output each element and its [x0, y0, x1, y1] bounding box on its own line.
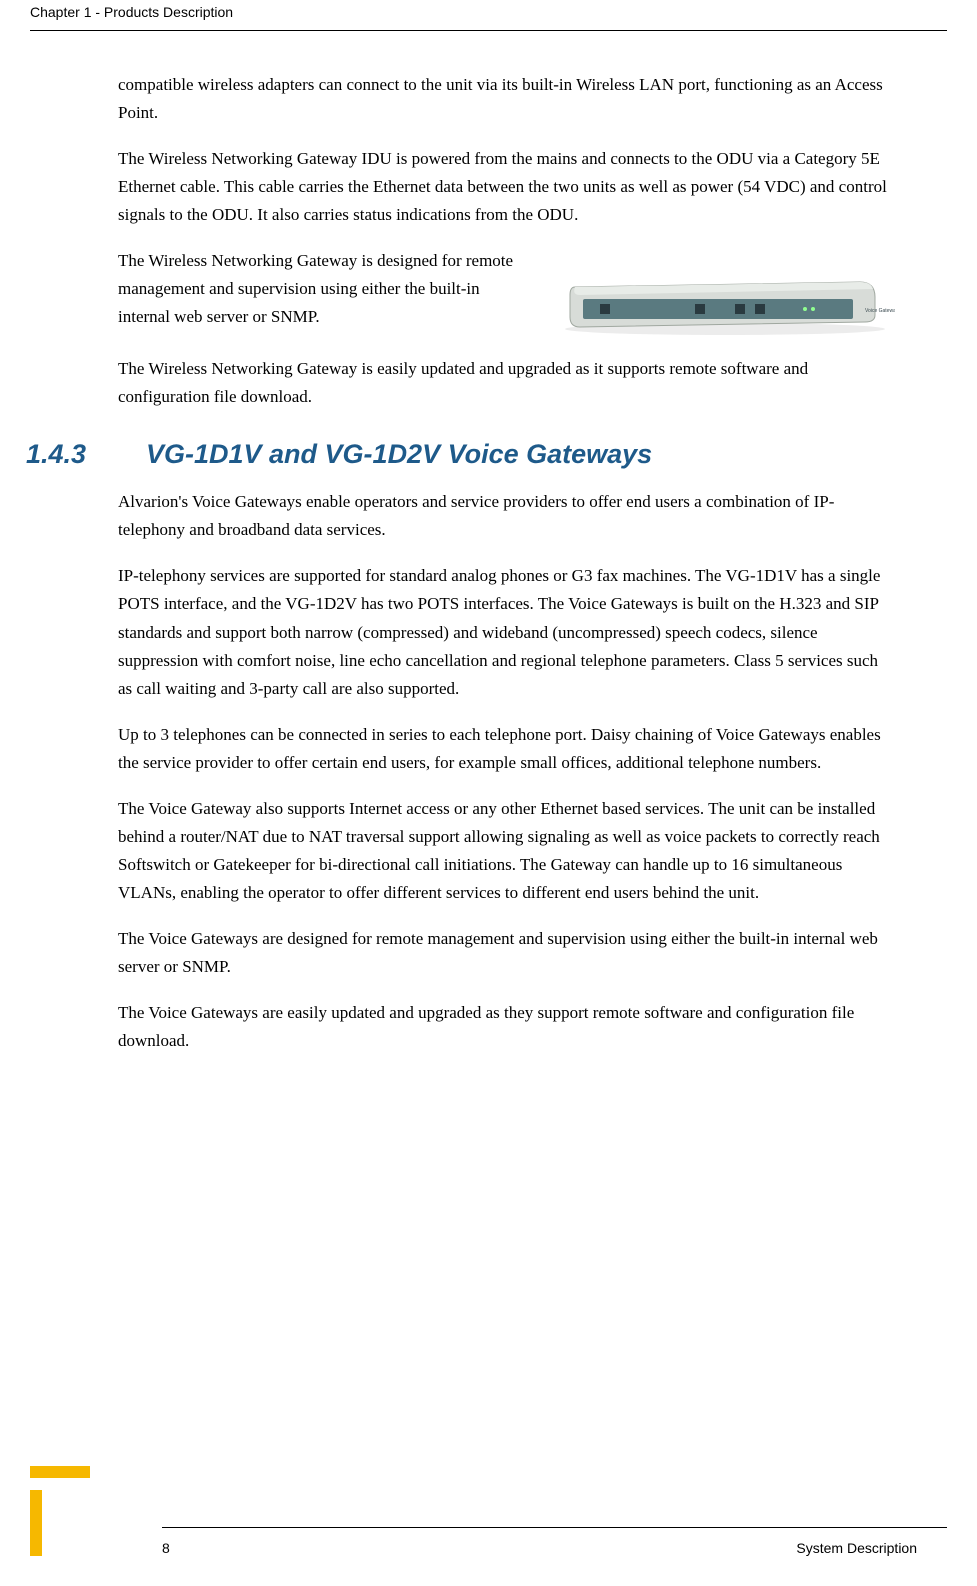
- paragraph-image-row: The Wireless Networking Gateway is desig…: [118, 247, 895, 337]
- section-number: 1.4.3: [26, 439, 106, 470]
- body-paragraph: The Wireless Networking Gateway is desig…: [118, 247, 535, 331]
- footer-label: System Description: [796, 1540, 917, 1556]
- body-paragraph: The Wireless Networking Gateway is easil…: [118, 355, 895, 411]
- footer-divider: [162, 1527, 947, 1528]
- body-paragraph: The Voice Gateway also supports Internet…: [118, 795, 895, 907]
- chapter-label: Chapter 1 - Products Description: [30, 4, 233, 20]
- footer-row: 8 System Description: [30, 1540, 947, 1556]
- body-paragraph: compatible wireless adapters can connect…: [118, 71, 895, 127]
- body-paragraph: The Wireless Networking Gateway IDU is p…: [118, 145, 895, 229]
- page-content: compatible wireless adapters can connect…: [0, 31, 977, 1055]
- body-paragraph: Up to 3 telephones can be connected in s…: [118, 721, 895, 777]
- document-page: Chapter 1 - Products Description compati…: [0, 0, 977, 1586]
- body-paragraph: The Voice Gateways are easily updated an…: [118, 999, 895, 1055]
- svg-text:Voice Gateway: Voice Gateway: [865, 308, 895, 314]
- page-header: Chapter 1 - Products Description: [30, 0, 947, 31]
- section-heading: 1.4.3 VG-1D1V and VG-1D2V Voice Gateways: [26, 439, 895, 470]
- section-title: VG-1D1V and VG-1D2V Voice Gateways: [146, 439, 895, 470]
- footer-accent-mark: [30, 1466, 90, 1556]
- body-paragraph: The Voice Gateways are designed for remo…: [118, 925, 895, 981]
- page-footer: 8 System Description: [0, 1527, 977, 1556]
- body-paragraph: IP-telephony services are supported for …: [118, 562, 895, 702]
- voice-gateway-image: Voice Gateway: [555, 257, 895, 337]
- body-paragraph: Alvarion's Voice Gateways enable operato…: [118, 488, 895, 544]
- page-number: 8: [162, 1540, 170, 1556]
